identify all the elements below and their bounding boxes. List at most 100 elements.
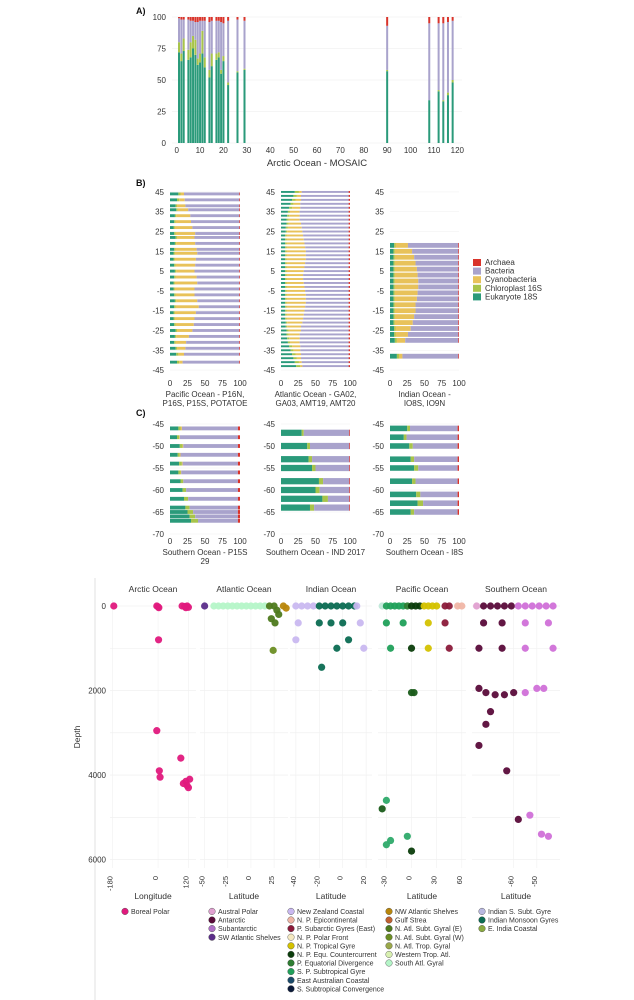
panel-b-atlantic-ytick: -45 [263,366,275,375]
panel-b-atlantic-bar-segment [286,329,289,332]
panel-b-indian-xtick: 50 [420,379,429,388]
panel-c-ind2017-bar-segment [281,504,310,511]
panel-c-p15s-ytick: -55 [152,464,164,473]
panel-b-indian-bar-segment [393,260,395,266]
panel-b-indian-bar-segment [402,353,459,359]
panel-b-indian-bar-segment [394,326,396,331]
panel-b-atlantic-bar-segment [286,222,289,225]
panel-b-atlantic-bar-segment [281,357,294,360]
panel-d-xtick: 20 [359,876,368,884]
panel-b-indian-bar-segment [394,332,396,337]
panel-a-bar-segment [446,95,449,143]
panel-b-pacific-bar-segment [174,241,177,245]
panel-b-indian-ytick: 45 [375,188,384,197]
panel-b-pacific-xtick: 50 [201,379,210,388]
panel-b-pacific-bar-segment [170,317,174,321]
panel-b-atlantic-bar-segment [286,278,304,280]
panel-c-i8s-bar-segment [390,500,418,506]
panel-a-bar-segment [208,77,211,143]
panel-d-point [298,602,306,610]
panel-b-atlantic-bar-segment [348,305,350,308]
panel-b-atlantic-bar-segment [286,297,306,300]
panel-d-point [482,720,490,728]
panel-d-xtick: 0 [405,876,414,880]
panel-a-bar-segment [178,17,181,19]
panel-a-bar-segment [196,64,199,143]
panel-b-atlantic-bar-segment [303,317,349,320]
panel-b-atlantic-bar-segment [285,282,287,284]
panel-c-ind2017-bar-segment [308,456,313,463]
panel-d-point [424,619,432,627]
panel-b-atlantic-bar-segment [288,222,302,225]
panel-b-pacific-ytick: 5 [160,267,165,276]
panel-b-pacific-bar-segment [174,275,176,279]
panel-b-atlantic-bar-segment [303,270,349,273]
panel-c-p15s-bar-segment [237,505,240,510]
panel-b-atlantic-bar-segment [287,341,290,344]
panel-c-p15s-bar-segment [237,510,240,514]
panel-b-atlantic-bar-segment [293,357,297,360]
panel-b-pacific-bar-segment [170,346,176,350]
panel-b-atlantic-bar-segment [281,321,286,324]
panel-a-bar-segment [243,69,246,143]
panel-b-indian-bar-segment [390,326,395,331]
panel-b-pacific-bar-segment [170,198,177,202]
panel-a-bar-segment [194,54,197,143]
panel-b-indian-bar-segment [407,332,459,337]
legend-label: P. Subarctic Gyres (East) [297,926,375,933]
panel-a-bar-segment [227,17,230,21]
panel-b-atlantic-bar-segment [286,282,304,284]
panel-c-p15s-bar-segment [198,518,238,523]
panel-b-atlantic-bar-segment [286,246,306,249]
panel-b-indian-bar-segment [394,272,418,278]
panel-a-bar-segment [192,35,195,49]
panel-c-p15s-bar-segment [237,514,240,519]
panel-b-atlantic-bar-segment [281,341,288,344]
panel-b-indian-bar-segment [394,314,415,320]
legend-label: N. Atl. Trop. Gyral [395,943,451,950]
panel-c-ind2017-bar-segment [312,456,350,463]
panel-a-bar-segment [222,23,225,57]
panel-b-atlantic-bar-segment [289,337,300,340]
panel-c-i8s-xtick: 50 [420,537,429,546]
panel-a-bar-segment [442,101,445,143]
panel-b-indian-bar-segment [390,254,394,260]
panel-b-atlantic-bar-segment [304,242,349,245]
panel-c-p15s-bar-segment [237,470,240,475]
panel-b-atlantic-bar-segment [281,285,286,288]
panel-c-p15s-bar-segment [193,510,238,514]
panel-c-p15s-bar-segment [187,510,194,514]
panel-b-atlantic-bar-segment [348,345,350,348]
panel-b-atlantic-bar-segment [281,222,287,225]
panel-c-i8s-bar-segment [409,443,413,449]
panel-b-atlantic-bar-segment [348,317,350,320]
panel-c-i8s-bar-segment [457,465,459,471]
panel-d-point [441,619,449,627]
panel-d-point [292,636,300,644]
legend-marker [478,916,486,924]
panel-b-atlantic-bar-segment [304,309,349,312]
legend-label: Austral Polar [218,909,259,916]
panel-d-point [177,754,185,762]
panel-b-atlantic-bar-segment [303,278,349,280]
panel-b-pacific-bar-segment [239,269,240,273]
panel-a-bar-segment [182,17,185,20]
panel-c-i8s-bar-segment [415,478,458,484]
panel-a-xtick: 40 [266,146,275,155]
legend-label: South Atl. Gyral [395,961,444,968]
panel-d-point [514,602,522,610]
panel-c-ind2017-bar-segment [281,429,302,436]
panel-b-atlantic-bar-segment [348,289,350,292]
panel-a-bar-segment [451,80,454,83]
panel-b-atlantic-bar-segment [348,258,350,261]
panel-b-pacific-bar-segment [192,226,240,230]
panel-c-p15s-xtick: 25 [183,537,192,546]
panel-d-point [410,689,418,697]
panel-b-indian-bar-segment [458,248,459,254]
panel-b-pacific-bar-segment [173,281,175,285]
panel-b-pacific-bar-segment [175,340,187,344]
panel-b-indian-ytick: 35 [375,208,384,217]
panel-d-point [507,602,515,610]
panel-b-pacific-xtick: 100 [233,379,247,388]
